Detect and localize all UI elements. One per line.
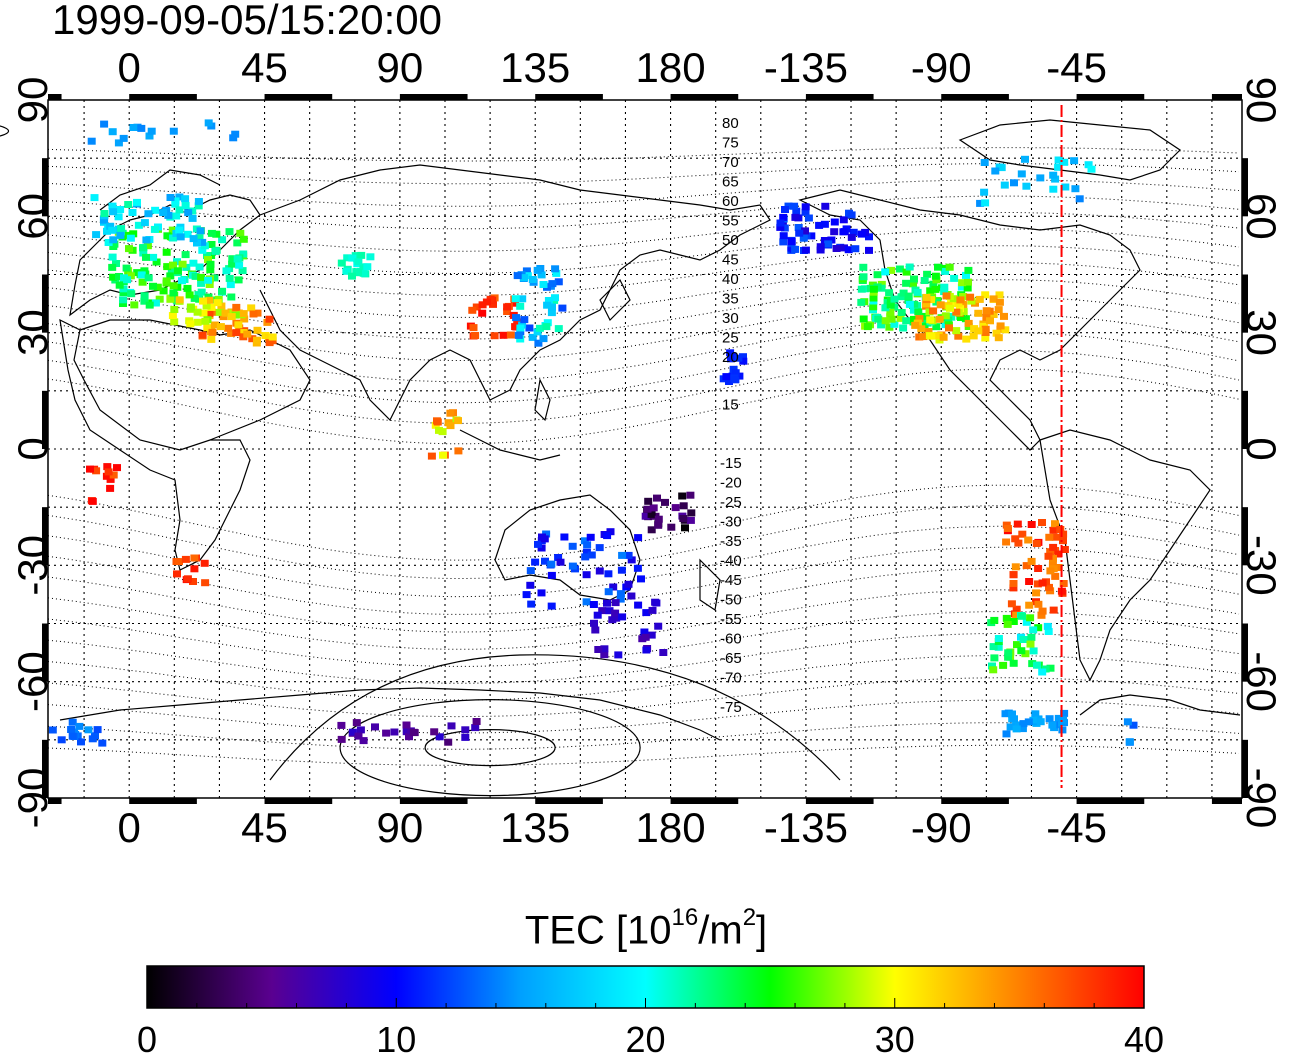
contour-label: 15	[722, 397, 739, 414]
lon-tick-top: 45	[241, 44, 288, 91]
lat-tick-right: 90	[1238, 77, 1285, 124]
contour-label: 50	[722, 232, 739, 249]
magnetic-latitude-contours	[0, 125, 1240, 797]
lon-tick-bottom: 180	[636, 804, 706, 851]
contour-label: 20	[722, 349, 739, 366]
lon-tick-top: 0	[118, 44, 141, 91]
lat-tick-left: 90	[9, 77, 56, 124]
contour-label: -40	[720, 553, 742, 570]
lon-tick-bottom: -45	[1046, 804, 1107, 851]
contour-label: 55	[722, 213, 739, 230]
contour-label: -20	[720, 475, 742, 492]
contour-label: 45	[722, 252, 739, 269]
lat-tick-left: -90	[9, 768, 56, 829]
lon-tick-top: 180	[636, 44, 706, 91]
lat-tick-right: 60	[1238, 193, 1285, 240]
colorbar-label-exponent: 16	[671, 904, 699, 931]
contour-label: -75	[720, 699, 742, 716]
contour-labels: 80 75 70 65 60 55 50 45 40 35 30 25 20 15 -15 -20 -25 -30…	[720, 115, 742, 716]
colorbar-label-unit: /m	[698, 908, 743, 953]
lat-tick-left: -60	[9, 651, 56, 712]
colorbar-tick: 10	[376, 1019, 416, 1057]
lon-tick-bottom: 135	[500, 804, 570, 851]
colorbar-tick: 30	[875, 1019, 915, 1057]
lat-tick-right: -90	[1238, 768, 1285, 829]
contour-label: 35	[722, 291, 739, 308]
contour-label: -35	[720, 533, 742, 550]
tec-observations	[48, 119, 1138, 747]
contour-label: 30	[722, 310, 739, 327]
contour-label: -70	[720, 670, 742, 687]
contour-label: -15	[720, 455, 742, 472]
lon-tick-top: -45	[1046, 44, 1107, 91]
lon-tick-bottom: 45	[241, 804, 288, 851]
lon-tick-top: -90	[911, 44, 972, 91]
lon-tick-top: 135	[500, 44, 570, 91]
lat-tick-right: -30	[1238, 535, 1285, 596]
lon-tick-top: 90	[377, 44, 424, 91]
colorbar-tick: 0	[137, 1019, 157, 1057]
contour-label: 70	[722, 154, 739, 171]
lat-tick-right: 0	[1238, 437, 1285, 460]
contour-label: -55	[720, 611, 742, 628]
contour-label: -25	[720, 494, 742, 511]
lat-tick-left: 30	[9, 309, 56, 356]
graticule	[48, 100, 1242, 798]
contour-label: -30	[720, 514, 742, 531]
colorbar-label-main: TEC [10	[524, 908, 672, 953]
lat-tick-left: 0	[9, 437, 56, 460]
contour-label: -50	[720, 592, 742, 609]
colorbar: 0 10 20 30 40	[137, 965, 1164, 1057]
contour-label: 25	[722, 330, 739, 347]
contour-label: -60	[720, 631, 742, 648]
lat-tick-left: 60	[9, 193, 56, 240]
map-frame	[42, 94, 1248, 804]
contour-label: 75	[722, 135, 739, 152]
lat-tick-right: 30	[1238, 309, 1285, 356]
lon-tick-top: -135	[764, 44, 848, 91]
contour-label: 80	[722, 115, 739, 132]
axis-tick-labels: 0 0 45 45 90 90 135 135 180 180 -135 -135 -90 -90 -45 -…	[9, 44, 1285, 851]
colorbar-title: TEC [1016/m2]	[0, 904, 1292, 953]
colorbar-label-unit-exponent: 2	[742, 904, 757, 931]
lat-tick-right: -60	[1238, 651, 1285, 712]
colorbar-tick: 20	[625, 1019, 665, 1057]
timestamp-title: 1999-09-05/15:20:00	[52, 0, 442, 43]
lat-tick-left: -30	[9, 535, 56, 596]
lon-tick-bottom: -90	[911, 804, 972, 851]
contour-label: 40	[722, 271, 739, 288]
lon-tick-bottom: 90	[377, 804, 424, 851]
lon-tick-bottom: 0	[118, 804, 141, 851]
contour-label: 65	[722, 174, 739, 191]
contour-label: -65	[720, 650, 742, 667]
contour-label: -45	[720, 572, 742, 589]
contour-label: 60	[722, 193, 739, 210]
colorbar-label-close: ]	[756, 908, 768, 953]
colorbar-tick: 40	[1124, 1019, 1164, 1057]
lon-tick-bottom: -135	[764, 804, 848, 851]
